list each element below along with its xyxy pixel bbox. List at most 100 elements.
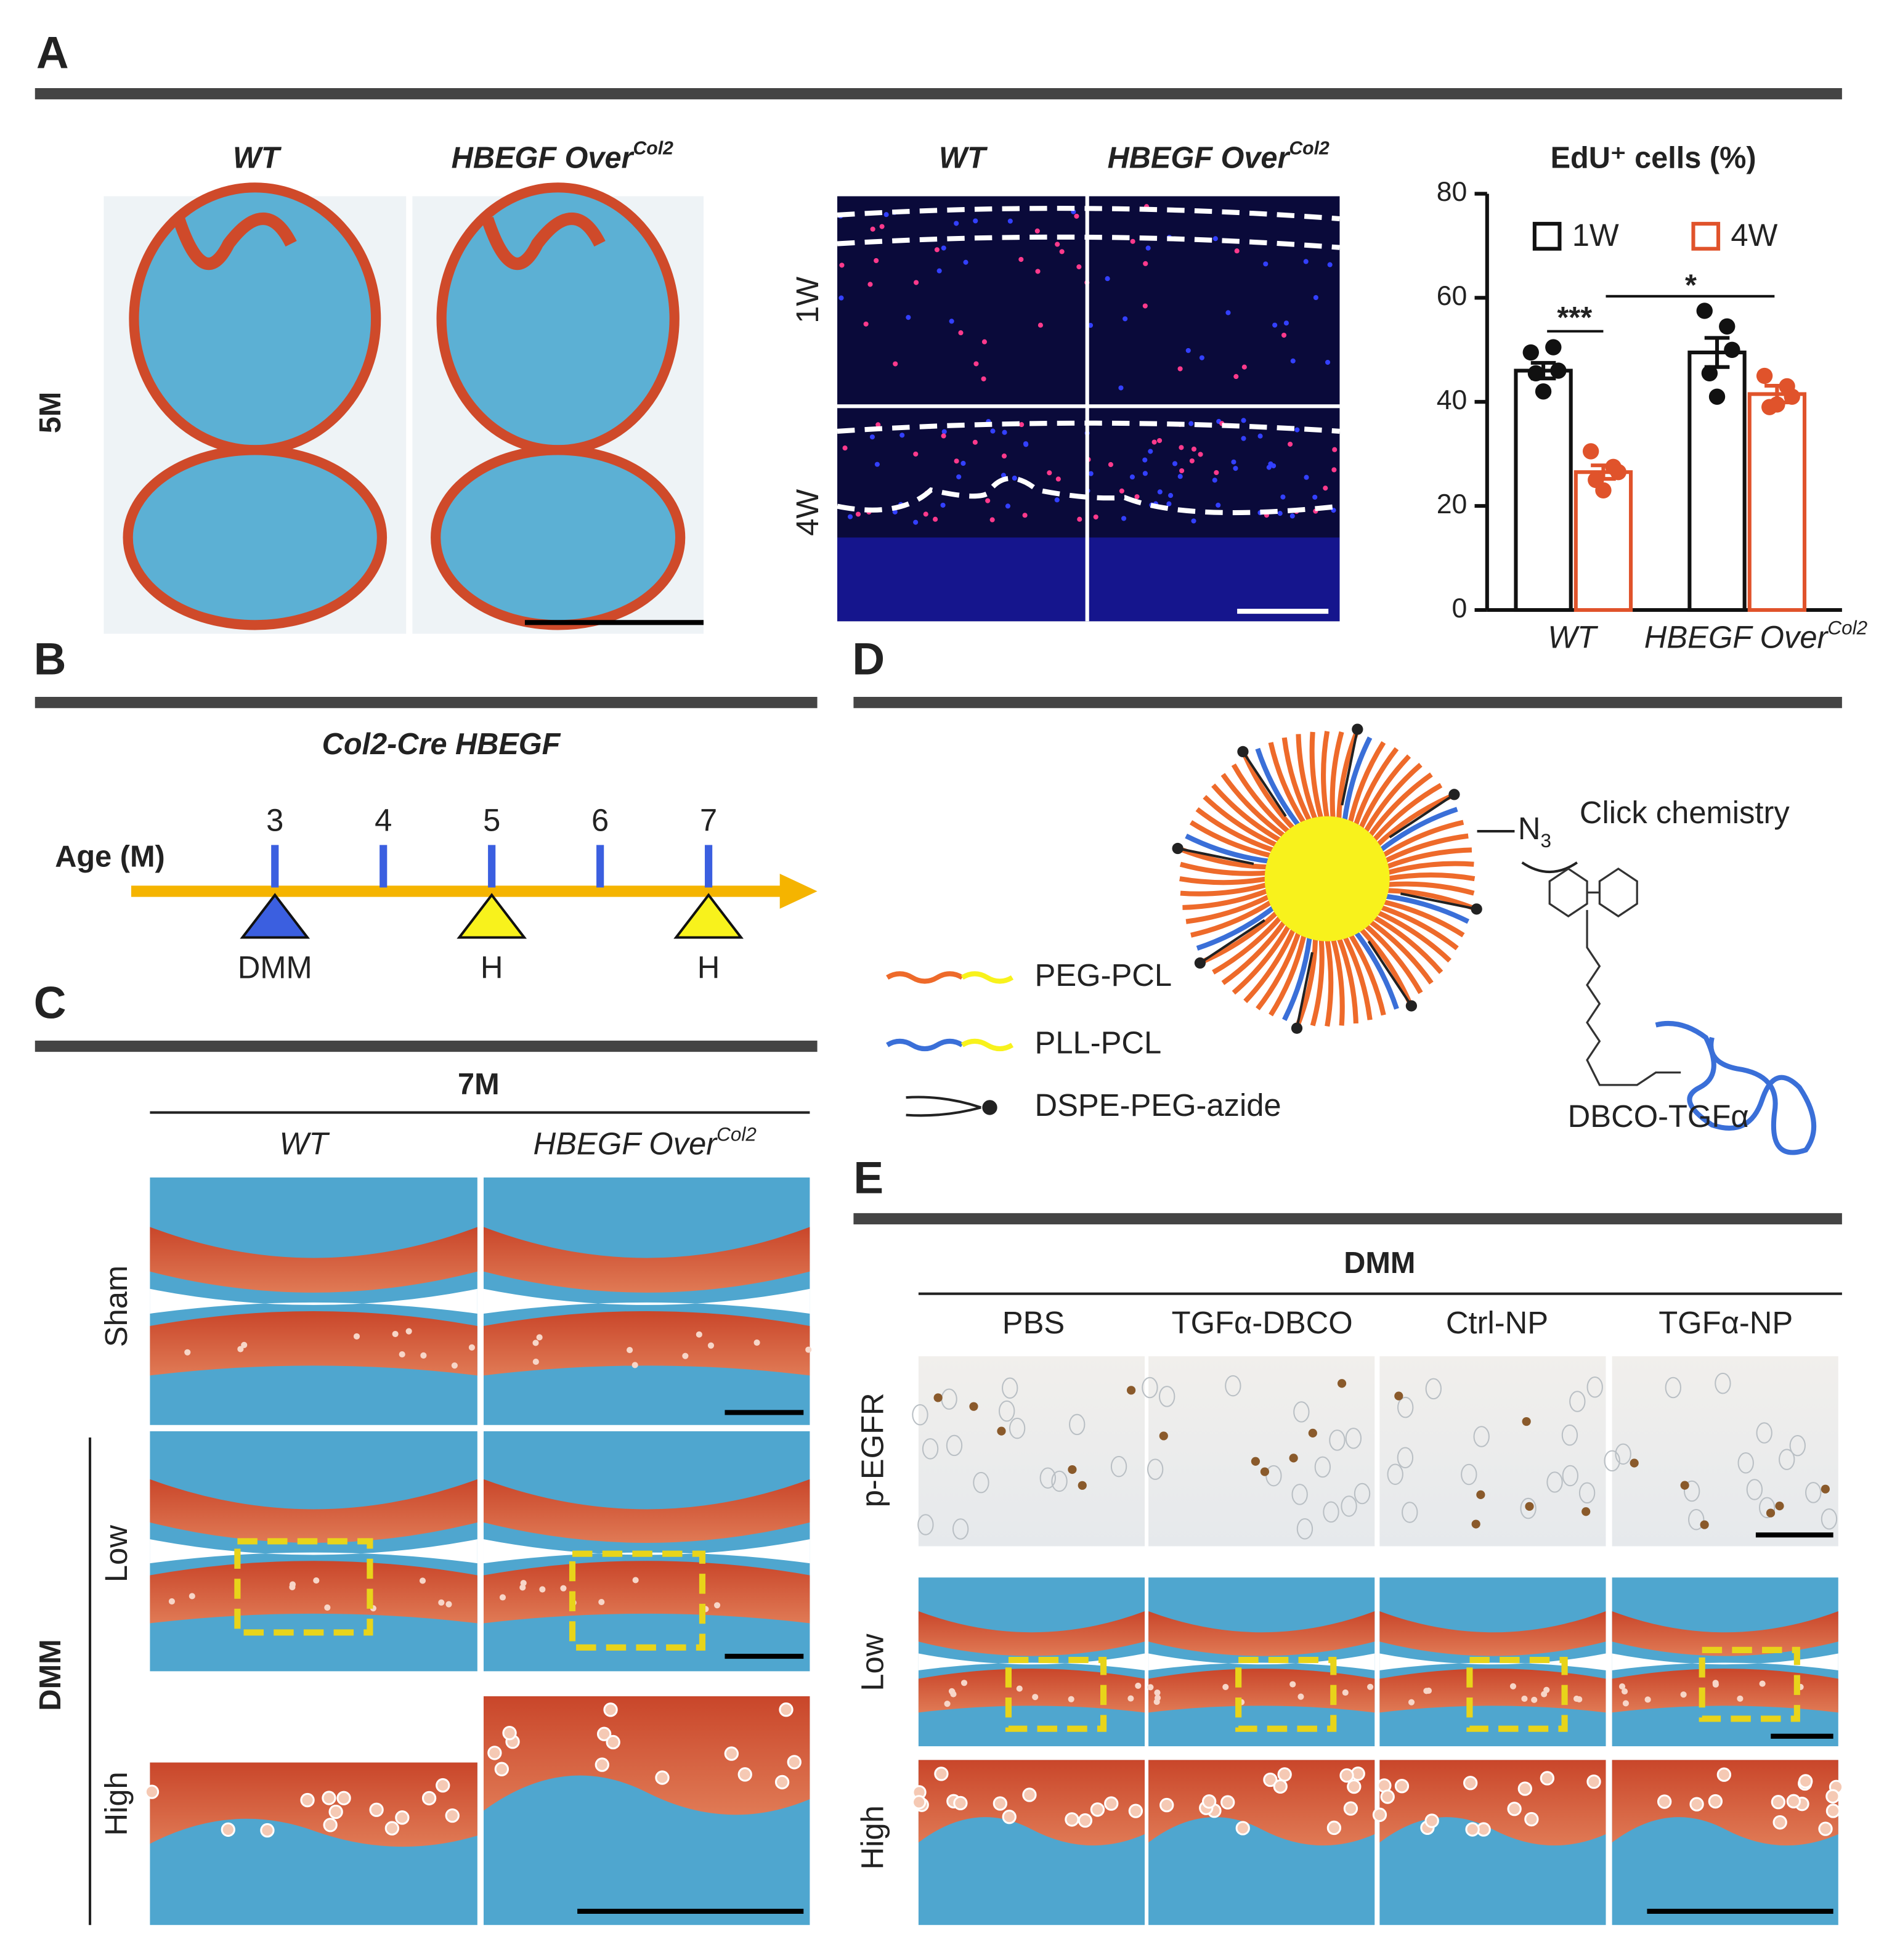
polymer-chain bbox=[1358, 754, 1411, 830]
edu-cell bbox=[1001, 453, 1007, 459]
cell bbox=[1341, 1495, 1357, 1517]
cell bbox=[912, 1404, 928, 1426]
edu-cell bbox=[1189, 458, 1195, 464]
chondrocyte bbox=[487, 1746, 502, 1760]
column-header-sup: Col2 bbox=[633, 139, 673, 159]
cell bbox=[1314, 1456, 1331, 1478]
edu-cell bbox=[870, 226, 875, 232]
chondrocyte bbox=[632, 1577, 639, 1584]
polymer-chain bbox=[1309, 731, 1324, 820]
chondrocyte bbox=[1153, 1698, 1160, 1706]
polymer-chain bbox=[1221, 919, 1287, 985]
azide-lipid bbox=[1400, 892, 1477, 911]
edu-cell bbox=[1188, 421, 1194, 426]
column-header: TGFα-NP bbox=[1659, 1305, 1793, 1340]
chondrocyte bbox=[1128, 1803, 1143, 1818]
chondrocyte bbox=[468, 1344, 475, 1351]
polymer-chain bbox=[1195, 807, 1275, 853]
polymer-chain bbox=[1296, 734, 1318, 821]
chondrocyte bbox=[1127, 1695, 1134, 1702]
edu-cell bbox=[1179, 468, 1185, 474]
protein-ribbon bbox=[1655, 1021, 1817, 1155]
chondrocyte bbox=[627, 1347, 633, 1354]
cell bbox=[1746, 1479, 1763, 1500]
edu-cell bbox=[893, 361, 898, 367]
cell bbox=[1009, 1417, 1026, 1439]
chondrocyte bbox=[560, 1585, 567, 1592]
legend-peg bbox=[886, 971, 964, 984]
edu-cell bbox=[981, 376, 986, 381]
histology-image bbox=[1612, 1356, 1838, 1547]
polymer-chain bbox=[1179, 876, 1268, 885]
chondrocyte bbox=[1065, 1812, 1079, 1827]
polymer-chain bbox=[1310, 938, 1325, 1027]
edu-cell bbox=[867, 282, 873, 287]
chondrocyte bbox=[753, 1339, 760, 1346]
polymer-chain bbox=[1358, 927, 1411, 1002]
data-point bbox=[1769, 396, 1785, 413]
polymer-chain bbox=[1347, 932, 1386, 1016]
edu-cell bbox=[874, 462, 880, 467]
chondrocyte bbox=[1622, 1700, 1629, 1707]
chondrocyte bbox=[1090, 1802, 1105, 1817]
edu-cell bbox=[941, 429, 947, 434]
cell bbox=[952, 1518, 969, 1540]
cell bbox=[1759, 1497, 1776, 1519]
edu-cell bbox=[1332, 447, 1338, 452]
polymer-chain bbox=[1203, 910, 1279, 963]
polymer-chain bbox=[1330, 731, 1344, 819]
edu-cell bbox=[847, 514, 853, 519]
chondrocyte bbox=[1621, 1688, 1628, 1695]
chondrocyte bbox=[1002, 1810, 1017, 1824]
edu-cell bbox=[1074, 213, 1079, 219]
cell bbox=[1737, 1452, 1754, 1474]
row-label: High bbox=[855, 1805, 890, 1869]
edu-cell bbox=[1241, 436, 1246, 441]
edu-cell bbox=[1047, 470, 1052, 476]
edu-cell bbox=[958, 330, 964, 336]
cell bbox=[1039, 1467, 1056, 1489]
stained-cell bbox=[1630, 1458, 1639, 1468]
chondrocyte bbox=[606, 1734, 620, 1750]
cell bbox=[1323, 1501, 1339, 1523]
edu-cell bbox=[1055, 476, 1061, 482]
chondrocyte bbox=[445, 1601, 452, 1608]
chondrocyte bbox=[1367, 1683, 1374, 1690]
data-point bbox=[1595, 482, 1612, 498]
edu-cell bbox=[1185, 348, 1191, 353]
row-label: Low bbox=[99, 1525, 134, 1582]
data-point bbox=[1535, 383, 1552, 400]
legend-swatch bbox=[1532, 222, 1562, 251]
edu-cell bbox=[1212, 478, 1217, 483]
cell bbox=[1461, 1463, 1477, 1486]
edu-cell bbox=[875, 422, 881, 428]
stained-cell bbox=[1471, 1519, 1480, 1529]
joint-space bbox=[150, 1288, 477, 1314]
cartilage-top bbox=[150, 1479, 477, 1543]
chondrocyte bbox=[960, 1680, 968, 1686]
chondrocyte bbox=[1586, 1774, 1601, 1789]
stained-cell bbox=[1394, 1391, 1403, 1401]
data-point bbox=[1610, 464, 1626, 481]
edu-cell bbox=[1179, 445, 1184, 450]
azide-head bbox=[1172, 842, 1184, 855]
edu-cell bbox=[1277, 511, 1283, 516]
polymer-chain bbox=[1232, 924, 1291, 995]
edu-cell bbox=[1037, 322, 1043, 328]
edu-cell bbox=[1263, 261, 1269, 267]
chondrocyte bbox=[603, 1702, 618, 1717]
edu-cell bbox=[1233, 374, 1239, 380]
chondrocyte bbox=[1424, 1813, 1439, 1828]
edu-cell bbox=[954, 221, 959, 226]
chondrocyte bbox=[289, 1581, 296, 1588]
edu-cell bbox=[934, 247, 940, 253]
event-label: DMM bbox=[238, 950, 312, 985]
column-header: WT bbox=[233, 142, 282, 175]
edu-cell bbox=[1167, 493, 1174, 498]
cell bbox=[1779, 1449, 1795, 1470]
azide-head bbox=[1352, 723, 1363, 735]
stained-cell bbox=[1260, 1467, 1270, 1476]
polymer-chain bbox=[1211, 783, 1282, 843]
edu-cell bbox=[1325, 359, 1331, 365]
chondrocyte bbox=[1326, 1820, 1342, 1836]
